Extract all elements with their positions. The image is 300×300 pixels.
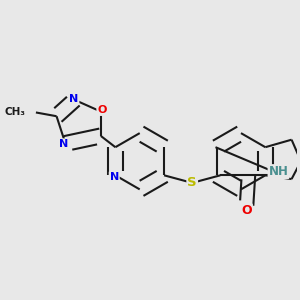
Text: N: N — [110, 172, 119, 182]
Text: N: N — [59, 139, 68, 149]
Text: N: N — [69, 94, 79, 104]
Text: O: O — [241, 204, 252, 218]
Text: S: S — [188, 176, 197, 189]
Text: O: O — [97, 105, 106, 115]
Text: NH: NH — [268, 165, 288, 178]
Text: CH₃: CH₃ — [4, 107, 26, 117]
